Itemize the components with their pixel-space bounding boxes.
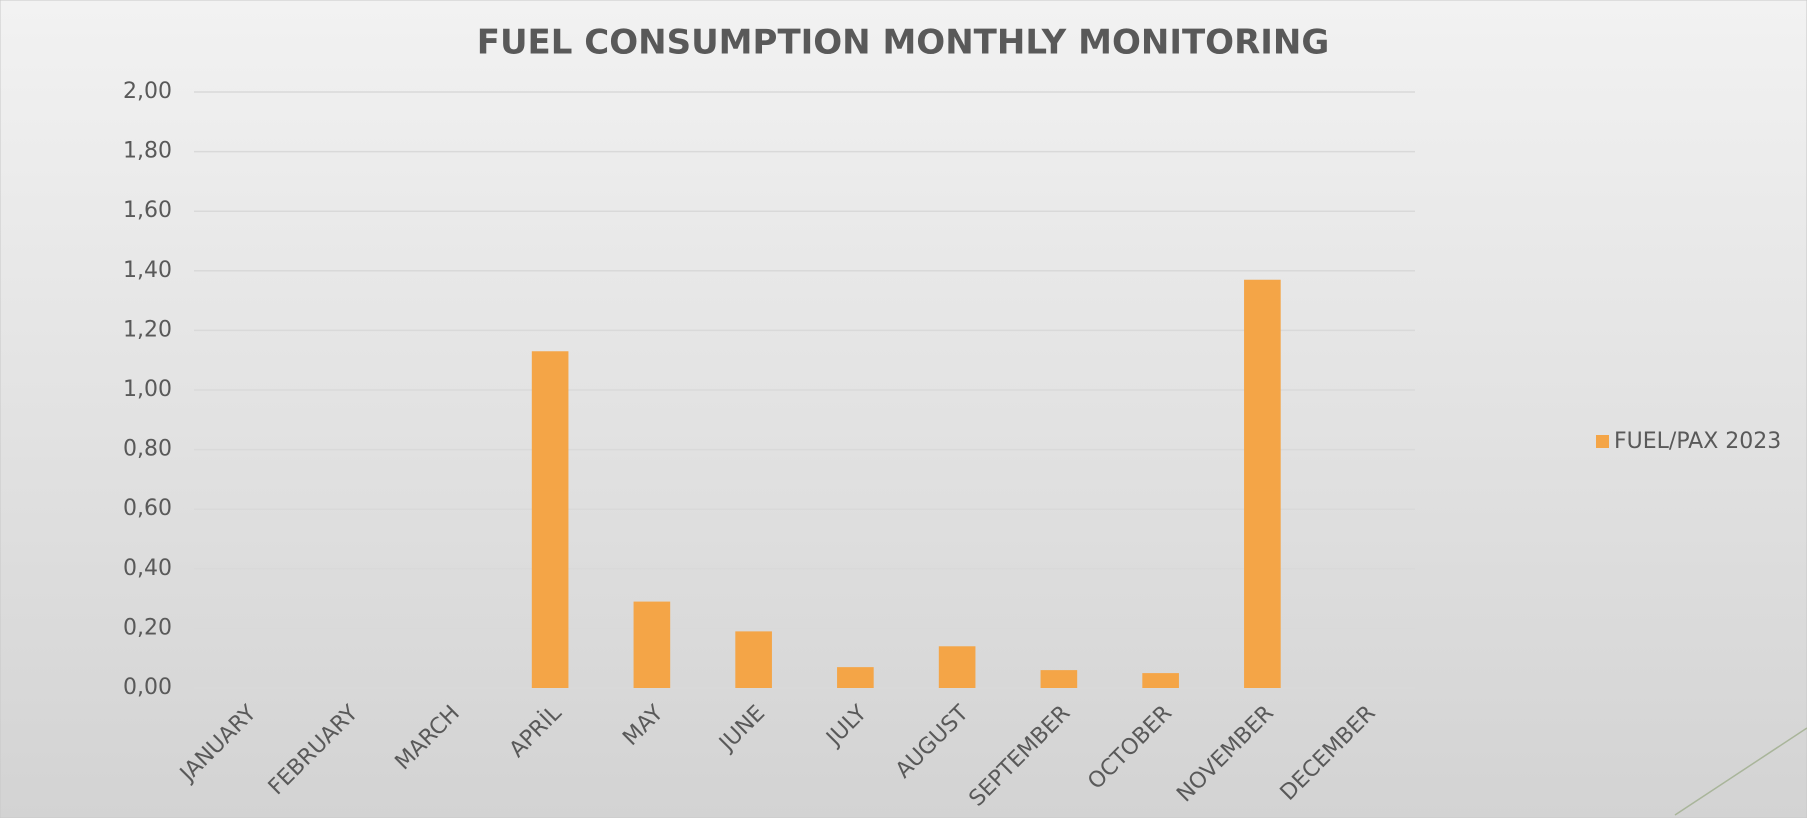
y-tick-label: 1,60 [123, 198, 172, 223]
bar [1142, 673, 1179, 688]
legend-swatch [1596, 435, 1609, 448]
y-tick-label: 0,20 [123, 615, 172, 640]
bar [735, 631, 772, 688]
y-tick-label: 0,00 [123, 675, 172, 700]
chart-title: FUEL CONSUMPTION MONTHLY MONITORING [477, 23, 1330, 63]
bar [531, 351, 569, 688]
y-tick-label: 0,80 [123, 437, 172, 462]
y-tick-label: 1,40 [123, 258, 172, 283]
y-tick-label: 1,80 [123, 139, 172, 164]
bar [1040, 670, 1078, 688]
decoration [1674, 727, 1807, 816]
y-tick-label: 2,00 [123, 79, 172, 104]
legend-label: FUEL/PAX 2023 [1614, 429, 1781, 454]
y-tick-label: 1,00 [123, 377, 172, 402]
bar [1244, 279, 1281, 688]
bar [633, 601, 671, 688]
y-tick-label: 0,60 [123, 496, 172, 521]
bar [938, 646, 976, 688]
y-tick-label: 0,40 [123, 556, 172, 581]
bar [837, 667, 874, 688]
y-tick-label: 1,20 [123, 317, 172, 342]
